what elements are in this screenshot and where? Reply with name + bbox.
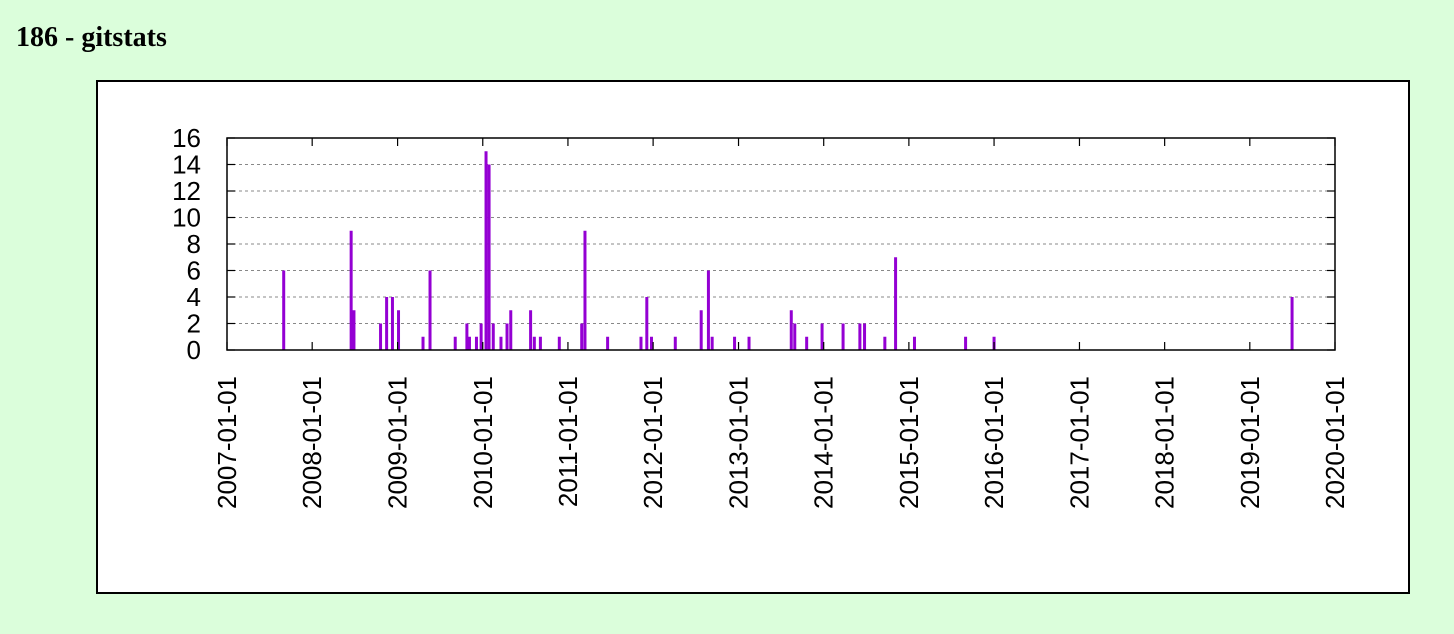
- bar: [453, 336, 457, 350]
- grid-lines: [227, 164, 1335, 324]
- bar: [282, 270, 286, 350]
- bar: [733, 336, 737, 350]
- y-tick-label: 2: [187, 309, 201, 339]
- y-tick-label: 0: [187, 335, 201, 365]
- bar: [509, 310, 513, 350]
- bar: [491, 323, 495, 350]
- y-tick-label: 14: [172, 150, 201, 180]
- x-tick-label: 2020-01-01: [1320, 376, 1350, 509]
- x-tick-label: 2009-01-01: [383, 376, 413, 509]
- bar: [789, 310, 793, 350]
- bar: [863, 323, 867, 350]
- bar: [747, 336, 751, 350]
- bar: [532, 336, 536, 350]
- bar: [645, 297, 649, 350]
- bar: [428, 270, 432, 350]
- x-tick-label: 2016-01-01: [979, 376, 1009, 509]
- y-tick-label: 12: [172, 176, 201, 206]
- bar: [499, 336, 503, 350]
- bar: [710, 336, 714, 350]
- bar: [894, 257, 898, 350]
- bar: [883, 336, 887, 350]
- tick-marks: [226, 137, 1336, 351]
- x-tick-label: 2007-01-01: [212, 376, 242, 509]
- bar: [385, 297, 389, 350]
- x-tick-label: 2015-01-01: [894, 376, 924, 509]
- bar: [349, 230, 353, 350]
- bar: [1290, 297, 1294, 350]
- bar: [805, 336, 809, 350]
- bar: [912, 336, 916, 350]
- bar: [673, 336, 677, 350]
- bar: [484, 151, 488, 350]
- bar: [505, 323, 509, 350]
- bar: [706, 270, 710, 350]
- x-tick-label: 2018-01-01: [1150, 376, 1180, 509]
- page-title: 186 - gitstats: [16, 22, 167, 53]
- bar: [390, 297, 394, 350]
- x-tick-label: 2014-01-01: [809, 376, 839, 509]
- bar: [421, 336, 425, 350]
- bar: [964, 336, 968, 350]
- bar: [606, 336, 610, 350]
- bar: [397, 310, 401, 350]
- bar: [538, 336, 542, 350]
- bar: [379, 323, 383, 350]
- x-tick-label: 2011-01-01: [553, 376, 583, 507]
- bar: [858, 323, 862, 350]
- bar: [352, 310, 356, 350]
- x-tick-label: 2012-01-01: [638, 376, 668, 509]
- commits-chart: 0 2 4 6 8 10 12 14 16 2007-01-01 2008-01-01 2009-0…: [96, 80, 1410, 594]
- bar: [487, 164, 491, 350]
- x-tick-labels: 2007-01-01 2008-01-01 2009-01-01 2010-01-01…: [212, 376, 1350, 509]
- bar: [580, 323, 584, 350]
- bar: [841, 323, 845, 350]
- bar: [820, 323, 824, 350]
- bar: [583, 230, 587, 350]
- bar: [557, 336, 561, 350]
- bars: [282, 151, 1294, 350]
- bar: [639, 336, 643, 350]
- bar: [465, 323, 469, 350]
- bar: [467, 336, 471, 350]
- y-tick-label: 8: [187, 229, 201, 259]
- bar: [479, 323, 483, 350]
- y-tick-label: 16: [172, 123, 201, 153]
- bar: [474, 336, 478, 350]
- x-tick-label: 2010-01-01: [468, 376, 498, 509]
- y-tick-label: 10: [172, 203, 201, 233]
- x-tick-label: 2017-01-01: [1064, 376, 1094, 509]
- bar: [529, 310, 533, 350]
- x-tick-label: 2008-01-01: [297, 376, 327, 509]
- bar: [649, 336, 653, 350]
- bar: [793, 323, 797, 350]
- x-tick-label: 2013-01-01: [724, 376, 754, 509]
- bar: [699, 310, 703, 350]
- y-tick-label: 6: [187, 256, 201, 286]
- x-tick-label: 2019-01-01: [1235, 376, 1265, 509]
- y-tick-label: 4: [187, 282, 201, 312]
